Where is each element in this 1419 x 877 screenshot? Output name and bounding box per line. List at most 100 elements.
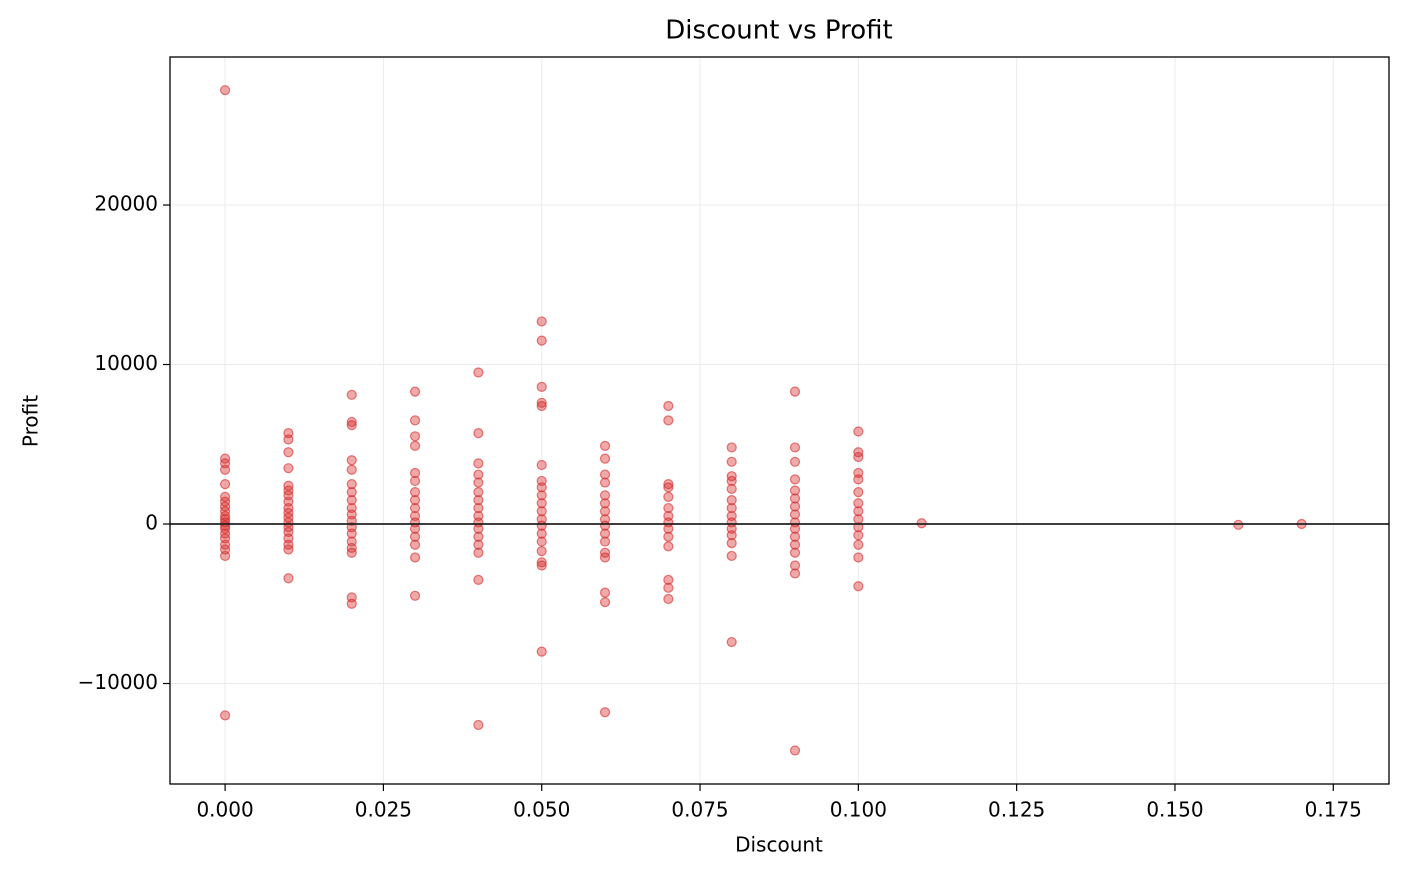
point <box>599 453 611 464</box>
chart-title: Discount vs Profit <box>665 16 892 46</box>
point <box>789 547 801 558</box>
x-tick-label: 0.175 <box>1305 798 1362 822</box>
point <box>473 547 484 558</box>
x-axis-label: Discount <box>735 833 823 857</box>
point <box>409 431 421 442</box>
point <box>726 456 737 467</box>
point <box>853 522 864 533</box>
point <box>473 574 484 585</box>
point <box>536 498 547 509</box>
point <box>473 469 484 480</box>
point <box>599 506 611 517</box>
point <box>473 539 484 550</box>
point <box>536 316 547 327</box>
point <box>473 428 484 439</box>
x-tick-label: 0.125 <box>988 798 1045 822</box>
point <box>789 456 801 467</box>
point <box>599 528 611 539</box>
point <box>789 474 801 485</box>
point <box>536 397 547 408</box>
x-tick-label: 0.150 <box>1146 798 1203 822</box>
point <box>473 487 484 498</box>
point <box>599 587 611 598</box>
point <box>663 502 674 514</box>
point <box>853 539 864 550</box>
point <box>346 416 357 428</box>
y-tick-label: 20000 <box>94 192 158 216</box>
point <box>283 434 294 445</box>
point <box>283 447 294 458</box>
point <box>473 367 484 378</box>
point <box>536 459 547 471</box>
point <box>346 487 357 498</box>
point <box>853 487 864 498</box>
point <box>853 498 864 509</box>
point <box>789 509 801 520</box>
x-tick-label: 0.025 <box>355 798 412 822</box>
point <box>599 469 611 480</box>
point <box>726 550 737 562</box>
point <box>536 335 547 346</box>
point <box>536 528 547 539</box>
point <box>346 494 357 506</box>
y-axis-label: Profit <box>19 395 43 447</box>
point <box>536 646 547 657</box>
point <box>789 745 801 756</box>
point <box>219 710 231 721</box>
point <box>409 415 421 426</box>
point <box>663 593 674 605</box>
point <box>853 530 864 541</box>
x-tick-label: 0.075 <box>671 798 728 822</box>
point <box>726 538 737 549</box>
point <box>789 539 801 550</box>
point <box>473 502 484 514</box>
point <box>536 482 547 493</box>
point <box>409 475 421 487</box>
point <box>853 426 864 437</box>
point <box>789 442 801 453</box>
point <box>599 498 611 509</box>
point <box>663 491 674 503</box>
point <box>663 415 674 426</box>
point <box>663 541 674 552</box>
point <box>726 442 737 453</box>
point <box>599 707 611 718</box>
point <box>599 477 611 488</box>
point <box>663 479 674 490</box>
point <box>663 400 674 412</box>
point <box>219 479 231 490</box>
point <box>726 530 737 541</box>
plot-frame <box>169 56 1390 785</box>
point <box>536 560 547 571</box>
point <box>599 440 611 451</box>
point <box>663 574 674 585</box>
point <box>599 536 611 547</box>
point <box>789 501 801 512</box>
point <box>536 536 547 547</box>
point <box>663 482 674 493</box>
point <box>536 490 547 501</box>
point <box>409 487 421 498</box>
point <box>473 458 484 469</box>
x-tick-label: 0.000 <box>196 798 253 822</box>
point <box>346 547 357 558</box>
point <box>473 477 484 488</box>
point <box>346 420 357 431</box>
point <box>853 451 864 463</box>
point <box>726 475 737 487</box>
y-tick-label: −10000 <box>78 670 158 694</box>
x-tick-label: 0.050 <box>513 798 570 822</box>
point <box>853 581 864 592</box>
point <box>219 550 231 562</box>
point <box>726 502 737 514</box>
point <box>409 539 421 550</box>
point <box>473 719 484 731</box>
point <box>536 546 547 557</box>
point <box>283 544 294 555</box>
point <box>409 494 421 506</box>
point <box>599 597 611 608</box>
point <box>409 502 421 514</box>
point <box>663 582 674 593</box>
